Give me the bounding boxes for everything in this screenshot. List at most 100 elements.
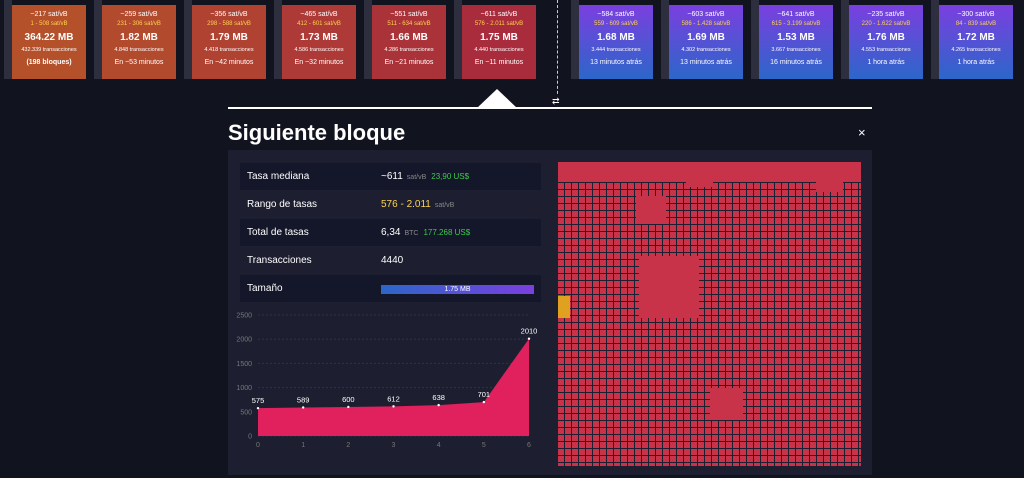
data-label: 638 [432, 393, 445, 402]
tx-square [710, 388, 743, 420]
data-label: 701 [478, 390, 491, 399]
block-size: 1.73 MB [300, 32, 338, 43]
block: ~300 sat/vB 84 - 839 sat/vB 1.72 MB 4.265 t… [939, 5, 1013, 79]
x-tick-label: 6 [527, 442, 531, 449]
unit: sat/vB [406, 174, 427, 181]
block-range: 586 - 1.428 sat/vB [681, 21, 731, 27]
row-label: Transacciones [247, 255, 312, 266]
separator [557, 0, 558, 104]
block-size: 1.53 MB [777, 32, 815, 43]
row-label: Total de tasas [247, 227, 309, 238]
block-txs: 3.667 transacciones [771, 47, 821, 53]
block-range: 559 - 609 sat/vB [594, 21, 638, 27]
close-button[interactable]: × [858, 125, 866, 140]
block-fee: ~611 sat/vB [480, 11, 518, 18]
block-fee: ~603 sat/vB [687, 11, 725, 18]
tx-square [686, 162, 713, 187]
row-label: Tasa mediana [247, 171, 310, 182]
fee-area [258, 338, 529, 436]
block-fee: ~235 sat/vB [867, 11, 905, 18]
unit: sat/vB [434, 202, 455, 209]
swap-icon[interactable]: ⇄ [552, 96, 560, 107]
detail-row: Rango de tasas 576 - 2.011 sat/vB [240, 191, 541, 218]
block-txs: 4.553 transacciones [861, 47, 911, 53]
block: ~217 sat/vB 1 - 508 sat/vB 364.22 MB 432.33… [12, 5, 86, 79]
detail-row: Total de tasas 6,34 BTC 177.268 US$ [240, 219, 541, 246]
panel-title: Siguiente bloque [228, 120, 406, 145]
value: ~611 [381, 171, 403, 182]
block-size: 1.66 MB [390, 32, 428, 43]
row-label: Rango de tasas [247, 199, 318, 210]
detail-row: Tamaño 1.75 MB [240, 275, 541, 302]
tx-square [558, 296, 570, 318]
block: ~584 sat/vB 559 - 609 sat/vB 1.68 MB 3.444 … [579, 5, 653, 79]
y-tick-label: 2000 [236, 337, 252, 344]
block-range: 615 - 3.199 sat/vB [771, 21, 821, 27]
point [527, 337, 531, 340]
row-value: 6,34 BTC 177.268 US$ [381, 219, 470, 247]
block: ~603 sat/vB 586 - 1.428 sat/vB 1.69 MB 4.30… [669, 5, 743, 79]
block: ~641 sat/vB 615 - 3.199 sat/vB 1.53 MB 3.66… [759, 5, 833, 79]
data-label: 575 [252, 396, 265, 405]
y-tick-label: 2500 [236, 313, 252, 320]
block-size: 1.75 MB [480, 32, 518, 43]
tx-grid [558, 162, 861, 466]
block: ~551 sat/vB 511 - 634 sat/vB 1.66 MB 4.286 … [372, 5, 446, 79]
tx-square [816, 166, 843, 192]
row-value: 4440 [381, 247, 403, 274]
row-label: Tamaño [247, 283, 283, 294]
point [392, 405, 395, 408]
block-time: 16 minutos atrás [770, 58, 822, 66]
block-size: 1.69 MB [687, 32, 725, 43]
x-tick-label: 1 [301, 442, 305, 449]
block-time: En ~11 minutos [474, 58, 524, 66]
block-range: 412 - 601 sat/vB [297, 21, 341, 27]
y-tick-label: 1500 [236, 361, 252, 368]
block-size: 1.68 MB [597, 32, 635, 43]
block-time: 1 hora atrás [867, 58, 905, 66]
block-time: 13 minutos atrás [590, 58, 642, 66]
fiat: 177.268 US$ [423, 228, 471, 237]
block-fee: ~300 sat/vB [957, 11, 995, 18]
block-range: 576 - 2.011 sat/vB [474, 21, 524, 27]
x-tick-label: 5 [482, 442, 486, 449]
y-tick-label: 500 [240, 409, 252, 416]
block-time: En ~42 minutos [204, 58, 254, 66]
x-tick-label: 3 [392, 442, 396, 449]
block-txs: 4.286 transacciones [384, 47, 434, 53]
row-value: ~611 sat/vB 23,90 US$ [381, 163, 469, 191]
block-txs: 4.586 transacciones [294, 47, 344, 53]
block-range: 231 - 306 sat/vB [117, 21, 161, 27]
block-range: 298 - 588 sat/vB [207, 21, 251, 27]
block-fee: ~465 sat/vB [300, 11, 338, 18]
x-tick-label: 2 [346, 442, 350, 449]
point [301, 406, 305, 409]
point [482, 400, 486, 404]
fiat: 23,90 US$ [431, 172, 470, 181]
block-size: 1.79 MB [210, 32, 248, 43]
tx-square [639, 256, 699, 318]
block-txs: 432.339 transacciones [21, 47, 77, 53]
block: ~259 sat/vB 231 - 306 sat/vB 1.82 MB 4.848 … [102, 5, 176, 79]
fee-chart: 0 500 1000 1500 2000 2500 0 1 2 3 4 5 6 575 589 600 612 6… [236, 313, 537, 450]
block-visual [558, 162, 861, 466]
y-tick-label: 0 [248, 434, 252, 441]
y-tick-label: 1000 [236, 385, 252, 392]
size-bar: 1.75 MB [381, 285, 534, 294]
row-value: 576 - 2.011 sat/vB [381, 191, 454, 219]
block-txs: 4.265 transacciones [951, 47, 1001, 53]
block-time: En ~32 minutos [294, 58, 344, 66]
block-txs: 4.848 transacciones [114, 47, 164, 53]
point [437, 403, 440, 407]
pointer [477, 89, 517, 108]
value: 576 - 2.011 [381, 199, 431, 210]
value: 6,34 [381, 227, 401, 238]
block-fee: ~217 sat/vB [30, 11, 68, 18]
point [256, 406, 260, 410]
block: ~235 sat/vB 220 - 1.622 sat/vB 1.76 MB 4.55… [849, 5, 923, 79]
detail-row: Tasa mediana ~611 sat/vB 23,90 US$ [240, 163, 541, 190]
block-size: 1.76 MB [867, 32, 905, 43]
block-txs: 3.444 transacciones [591, 47, 641, 53]
block-size: 1.82 MB [120, 32, 158, 43]
